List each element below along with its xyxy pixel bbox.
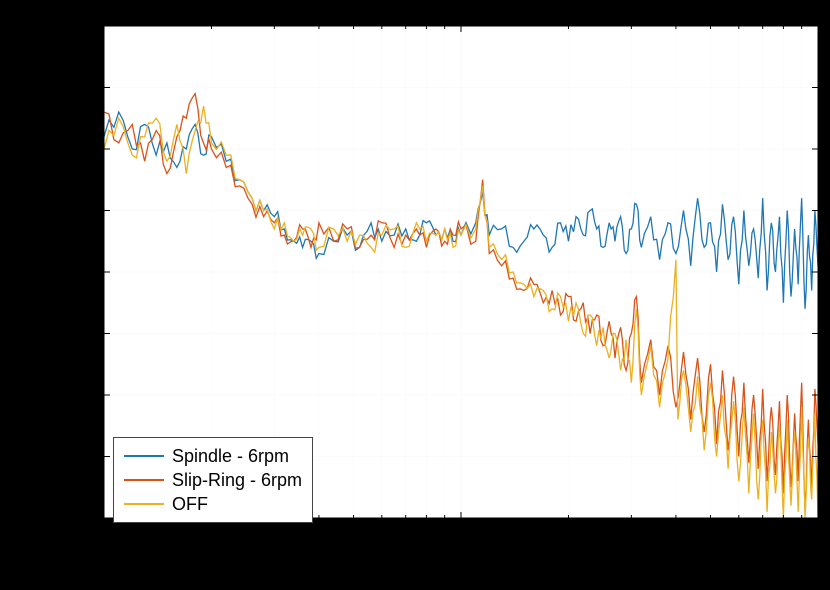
- spectrum-chart: Spindle - 6rpm Slip-Ring - 6rpm OFF: [0, 0, 830, 590]
- legend-item: Spindle - 6rpm: [124, 444, 302, 468]
- legend-label: Slip-Ring - 6rpm: [172, 470, 302, 491]
- legend-swatch: [124, 455, 164, 457]
- legend-swatch: [124, 503, 164, 505]
- legend-item: OFF: [124, 492, 302, 516]
- legend: Spindle - 6rpm Slip-Ring - 6rpm OFF: [113, 437, 313, 523]
- legend-swatch: [124, 479, 164, 481]
- legend-item: Slip-Ring - 6rpm: [124, 468, 302, 492]
- legend-label: Spindle - 6rpm: [172, 446, 289, 467]
- legend-label: OFF: [172, 494, 208, 515]
